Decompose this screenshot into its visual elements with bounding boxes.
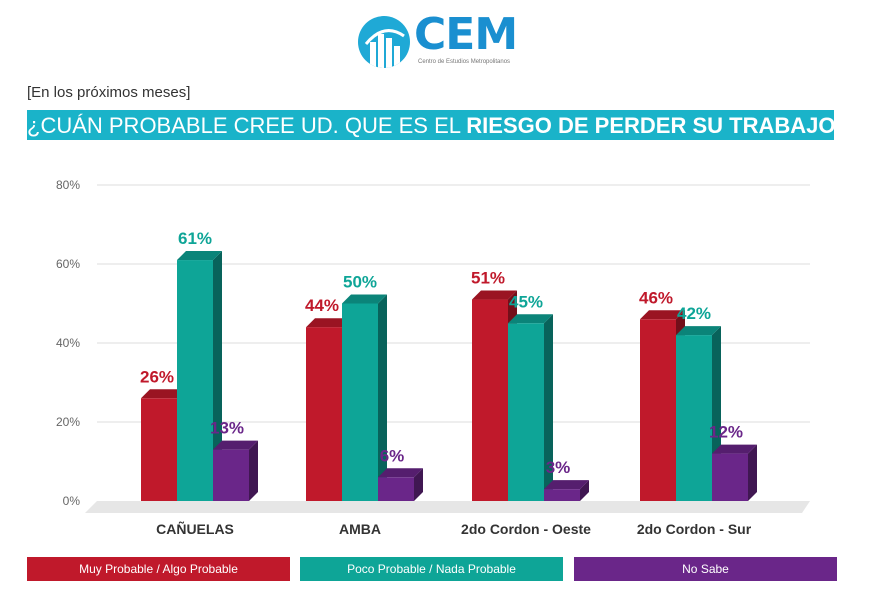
bar [640, 319, 676, 501]
bar [378, 477, 414, 501]
x-category-label: AMBA [339, 521, 381, 537]
bar [342, 303, 378, 501]
bar-top [342, 294, 387, 304]
bar-top [472, 290, 517, 300]
data-label: 51% [471, 269, 505, 288]
data-label: 44% [305, 296, 339, 315]
bar [676, 335, 712, 501]
title-part3: ? [835, 113, 848, 138]
data-label: 12% [709, 423, 743, 442]
bar [712, 453, 748, 501]
logo-subtitle: Centro de Estudios Metropolitanos [418, 59, 511, 65]
building-chart-icon [358, 16, 410, 68]
legend-teal-label: Poco Probable / Nada Probable [347, 562, 516, 576]
y-tick-label: 0% [63, 494, 81, 508]
x-category-label: 2do Cordon - Oeste [461, 521, 591, 537]
data-label: 45% [509, 292, 543, 311]
bar-side [414, 468, 423, 501]
bar-top [177, 251, 222, 261]
y-tick-label: 40% [56, 336, 80, 350]
cem-logo: CEM Centro de Estudios Metropolitanos [358, 10, 528, 72]
bar-top [141, 389, 186, 399]
bar-top [712, 444, 757, 454]
data-label: 46% [639, 288, 673, 307]
data-label: 50% [343, 273, 377, 292]
bar [472, 299, 508, 501]
x-category-label: CAÑUELAS [156, 520, 234, 537]
bar [508, 323, 544, 501]
bar [306, 327, 342, 501]
chart-floor [85, 501, 810, 513]
bar-side [249, 440, 258, 501]
logo-name: CEM [414, 9, 518, 60]
bar-top [378, 468, 423, 478]
data-label: 6% [380, 446, 405, 465]
bar [177, 260, 213, 501]
x-category-label: 2do Cordon - Sur [637, 521, 752, 537]
chart-title: ¿CUÁN PROBABLE CREE UD. QUE ES EL RIESGO… [27, 113, 848, 139]
data-label: 13% [210, 419, 244, 438]
data-label: 61% [178, 229, 212, 248]
bar-top [213, 440, 258, 450]
bar-top [306, 318, 351, 328]
legend-red: Muy Probable / Algo Probable [27, 557, 290, 581]
period-note: [En los próximos meses] [27, 84, 191, 101]
legend-red-label: Muy Probable / Algo Probable [79, 562, 238, 576]
y-tick-label: 80% [56, 178, 80, 192]
bar-side [748, 444, 757, 501]
bar-side [580, 480, 589, 501]
bar-side [213, 251, 222, 501]
bar-top [508, 314, 553, 324]
legend-teal: Poco Probable / Nada Probable [300, 557, 563, 581]
data-label: 42% [677, 304, 711, 323]
bar [544, 489, 580, 501]
data-label: 3% [546, 458, 571, 477]
y-tick-label: 60% [56, 257, 80, 271]
title-bar: ¿CUÁN PROBABLE CREE UD. QUE ES EL RIESGO… [27, 110, 848, 140]
bar [213, 449, 249, 501]
bar-side [378, 294, 387, 501]
title-part1: ¿CUÁN PROBABLE CREE UD. QUE ES EL [27, 113, 467, 138]
bar [141, 398, 177, 501]
y-tick-label: 20% [56, 415, 80, 429]
bar-top [544, 480, 589, 490]
bar-side [544, 314, 553, 501]
legend-purple: No Sabe [574, 557, 837, 581]
legend-purple-label: No Sabe [682, 562, 729, 576]
bar-top [640, 310, 685, 320]
bar-top [676, 326, 721, 336]
data-label: 26% [140, 367, 174, 386]
title-part2: RIESGO DE PERDER SU TRABAJO [466, 113, 836, 138]
